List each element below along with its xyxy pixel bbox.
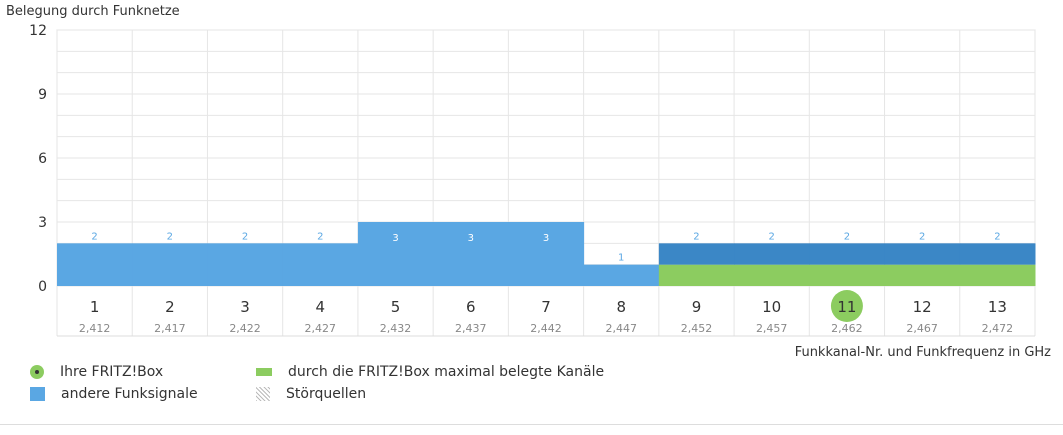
bar-other-signals (658, 243, 735, 265)
bar-data-label: 1 (618, 253, 624, 264)
x-tick-channel: 1 (90, 298, 100, 316)
bar-other-signals (734, 243, 810, 265)
legend-item-max-channels: durch die FRITZ!Box maximal belegte Kanä… (256, 364, 604, 380)
bar-other-signals (508, 222, 585, 286)
legend-item-other-signals: andere Funksignale (30, 386, 198, 402)
x-tick-channel: 10 (762, 298, 781, 316)
x-tick-frequency: 2,417 (154, 322, 186, 335)
y-tick-label: 3 (38, 215, 47, 231)
y-tick-label: 9 (38, 87, 47, 103)
x-tick-channel: 4 (316, 298, 326, 316)
bar-data-label: 2 (167, 231, 173, 242)
bar-own-range (658, 264, 735, 286)
bar-other-signals (357, 222, 434, 286)
x-tick-frequency: 2,447 (605, 322, 637, 335)
bar-own-range (809, 264, 886, 286)
interference-swatch-icon (256, 387, 270, 401)
bar-data-label: 2 (242, 231, 248, 242)
max-channels-swatch-icon (256, 368, 272, 376)
x-tick-channel: 6 (466, 298, 476, 316)
bar-data-label: 2 (844, 231, 850, 242)
other-signals-swatch-icon (30, 387, 45, 401)
y-tick-label: 12 (29, 23, 47, 39)
x-tick-channel: 7 (541, 298, 551, 316)
bar-data-label: 2 (919, 231, 925, 242)
y-tick-label: 0 (38, 279, 47, 295)
x-tick-channel: 8 (616, 298, 626, 316)
bar-other-signals (57, 243, 133, 286)
bar-data-label: 2 (91, 231, 97, 242)
bar-data-label: 2 (994, 231, 1000, 242)
bar-own-range (959, 264, 1036, 286)
legend-label-interference: Störquellen (286, 386, 367, 402)
bar-own-range (734, 264, 810, 286)
own-channel-marker (830, 290, 863, 322)
x-tick-channel: 3 (240, 298, 250, 316)
x-tick-frequency: 2,422 (229, 322, 261, 335)
bar-other-signals (132, 243, 208, 286)
bar-other-signals (583, 264, 660, 286)
bar-other-signals (207, 243, 284, 286)
x-tick-frequency: 2,452 (681, 322, 713, 335)
legend-label-other-signals: andere Funksignale (61, 386, 198, 402)
bar-other-signals (884, 243, 961, 265)
x-tick-frequency: 2,437 (455, 322, 487, 335)
bar-data-label: 2 (317, 231, 323, 242)
legend-item-interference: Störquellen (256, 386, 366, 402)
x-tick-channel: 9 (692, 298, 702, 316)
y-tick-label: 6 (38, 151, 47, 167)
x-tick-frequency: 2,467 (906, 322, 938, 335)
x-axis-title: Funkkanal-Nr. und Funkfrequenz in GHz (794, 345, 1051, 360)
x-tick-channel: 5 (391, 298, 401, 316)
x-tick-frequency: 2,462 (831, 322, 863, 335)
x-tick-channel: 12 (913, 298, 932, 316)
bar-data-label: 3 (392, 233, 398, 244)
x-tick-frequency: 2,412 (79, 322, 111, 335)
bar-data-label: 3 (543, 233, 549, 244)
x-tick-frequency: 2,442 (530, 322, 562, 335)
x-tick-channel: 11 (837, 298, 856, 316)
legend-item-own-box: Ihre FRITZ!Box (30, 364, 163, 380)
legend-label-max-channels: durch die FRITZ!Box maximal belegte Kanä… (288, 364, 605, 380)
bar-data-label: 3 (468, 233, 474, 244)
bar-data-label: 2 (693, 231, 699, 242)
x-tick-channel: 13 (988, 298, 1007, 316)
legend-label-own-box: Ihre FRITZ!Box (60, 364, 164, 380)
x-tick-frequency: 2,427 (305, 322, 337, 335)
x-tick-frequency: 2,432 (380, 322, 412, 335)
bottom-divider (0, 424, 1063, 425)
bar-own-range (884, 264, 961, 286)
bar-other-signals (959, 243, 1036, 265)
own-box-marker-icon (30, 365, 44, 379)
bar-other-signals (282, 243, 359, 286)
bar-other-signals (809, 243, 886, 265)
x-tick-frequency: 2,457 (756, 322, 788, 335)
legend: Ihre FRITZ!Box andere Funksignale durch … (30, 364, 730, 410)
chart-title: Belegung durch Funknetze (6, 4, 180, 19)
x-tick-channel: 2 (165, 298, 175, 316)
bar-other-signals (433, 222, 509, 286)
bar-data-label: 2 (769, 231, 775, 242)
x-tick-frequency: 2,472 (982, 322, 1014, 335)
wifi-channel-chart: 036912212,412222,417232,422242,427352,43… (29, 23, 1036, 337)
